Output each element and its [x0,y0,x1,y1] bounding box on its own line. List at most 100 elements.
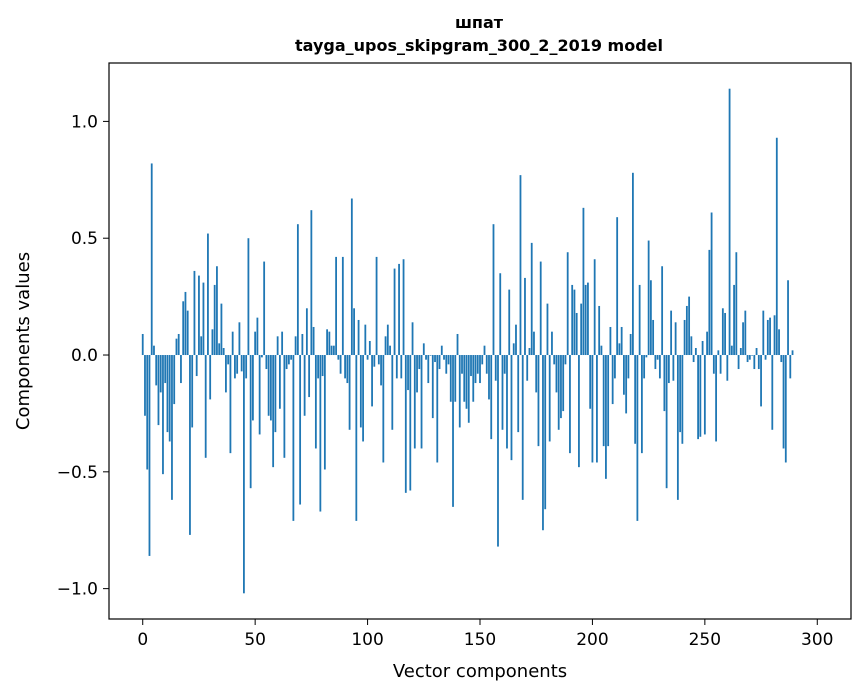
bar-component-1 [144,355,146,416]
bar-component-240 [681,355,684,444]
bar-component-62 [281,331,284,356]
bar-component-210 [614,355,616,379]
bar-component-199 [589,355,592,409]
bar-component-112 [393,268,396,356]
bar-component-187 [562,355,565,412]
bar-component-56 [267,355,270,416]
bar-component-114 [398,263,400,356]
bar-component-111 [391,355,394,430]
bar-component-222 [640,355,643,454]
bar-component-134 [443,355,445,360]
x-tick-label: 200 [576,630,608,650]
bar-component-279 [769,317,771,356]
bar-component-238 [676,355,679,500]
bar-component-65 [287,355,290,365]
bar-component-200 [591,355,594,463]
bar-component-22 [191,355,194,428]
bar-component-44 [240,355,243,372]
bar-component-97 [359,355,362,428]
bar-component-30 [209,355,212,400]
bar-component-34 [218,343,221,356]
bar-component-243 [688,296,691,356]
bar-component-129 [431,355,434,419]
bar-component-178 [542,355,544,531]
bar-component-224 [645,355,648,358]
bar-component-282 [775,137,778,356]
bar-component-181 [548,355,551,442]
x-tick-label: 300 [801,630,833,650]
bar-component-156 [492,224,495,356]
bar-component-45 [243,355,245,594]
bar-component-255 [715,355,717,442]
bar-component-227 [652,319,655,356]
bar-component-188 [564,355,567,365]
bar-component-253 [710,212,713,356]
bar-component-165 [512,343,515,356]
bar-component-24 [195,355,198,377]
bar-component-85 [332,345,335,356]
chart-subtitle: tayga_upos_skipgram_300_2_2019 model [295,36,663,55]
bar-component-7 [157,355,160,426]
bar-component-101 [368,341,371,356]
bar-component-90 [344,355,346,379]
bar-component-232 [663,355,666,412]
bar-component-177 [539,261,542,356]
bar-component-273 [755,348,758,356]
y-tick-label: −1.0 [57,580,98,600]
bar-component-100 [366,355,369,360]
bar-component-154 [488,355,490,400]
bar-component-237 [674,322,677,356]
bar-component-158 [497,355,499,547]
bar-component-72 [303,355,306,416]
bar-component-251 [706,331,708,356]
bar-component-58 [272,355,275,468]
bar-component-246 [694,348,697,356]
bar-component-47 [247,238,250,356]
bar-component-241 [683,319,686,356]
bar-component-117 [404,355,407,493]
bar-component-89 [341,256,344,356]
bar-component-141 [458,355,461,428]
bar-component-270 [748,355,751,360]
bar-component-171 [526,355,529,381]
x-axis-label: Vector components [393,661,567,682]
bar-component-265 [737,355,740,370]
bar-component-54 [263,261,266,356]
bar-component-3 [148,355,151,556]
bar-component-4 [150,163,153,356]
bar-component-170 [524,277,526,356]
bar-component-252 [708,249,711,356]
bar-component-48 [249,355,252,489]
bar-component-275 [760,355,762,407]
bar-component-218 [632,172,634,356]
bar-component-41 [234,355,236,379]
bar-component-64 [285,355,288,370]
bar-component-132 [438,355,441,370]
bar-component-150 [479,355,481,384]
bar-component-157 [494,355,497,381]
bar-component-71 [301,333,304,356]
bar-component-50 [254,331,257,356]
bar-component-233 [665,355,668,489]
x-tick-label: 0 [137,630,148,650]
bar-component-147 [472,355,475,402]
bar-component-103 [373,355,376,367]
bar-component-115 [400,355,403,379]
bar-component-130 [434,355,436,363]
bar-component-263 [733,284,735,356]
bar-component-12 [168,355,171,442]
bar-component-142 [461,355,463,374]
bar-component-259 [724,312,726,356]
x-tick-label: 250 [689,630,721,650]
bar-component-52 [258,355,261,435]
bar-component-216 [627,355,630,379]
bar-component-261 [728,88,731,356]
bar-component-26 [200,336,203,356]
bar-component-219 [634,355,637,444]
bar-component-209 [611,355,614,405]
bar-component-260 [726,355,729,381]
bar-component-167 [517,355,520,433]
bar-component-87 [337,355,340,360]
bar-component-183 [553,355,556,365]
chart-title: шпат [455,13,504,32]
